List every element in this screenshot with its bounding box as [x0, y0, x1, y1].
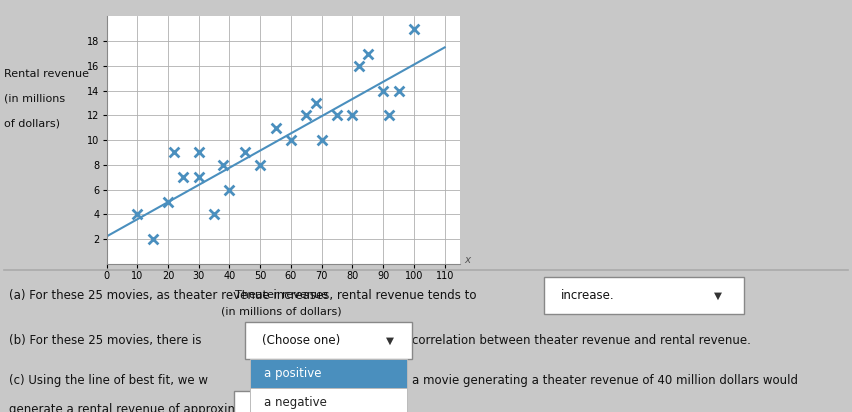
Point	[207, 211, 221, 218]
FancyBboxPatch shape	[250, 359, 407, 389]
Point	[377, 87, 390, 94]
Text: Theater revenue: Theater revenue	[234, 290, 328, 300]
FancyBboxPatch shape	[544, 277, 744, 314]
Point	[176, 174, 190, 180]
Text: x: x	[464, 255, 470, 265]
Text: ▼: ▼	[386, 336, 394, 346]
Text: correlation between theater revenue and rental revenue.: correlation between theater revenue and …	[412, 335, 751, 347]
Point	[392, 87, 406, 94]
Text: increase.: increase.	[561, 289, 614, 302]
FancyBboxPatch shape	[245, 323, 412, 359]
Point	[361, 50, 375, 57]
Text: (Choose one): (Choose one)	[251, 403, 330, 412]
Point	[222, 186, 236, 193]
Point	[352, 63, 366, 69]
Point	[192, 174, 205, 180]
Point	[268, 124, 282, 131]
Point	[216, 162, 230, 168]
Point	[167, 149, 181, 156]
Text: a positive: a positive	[264, 367, 321, 380]
Point	[331, 112, 344, 119]
FancyBboxPatch shape	[250, 388, 407, 412]
Text: (a) For these 25 movies, as theater revenue increases, rental revenue tends to: (a) For these 25 movies, as theater reve…	[9, 289, 476, 302]
Point	[407, 26, 421, 32]
Point	[192, 149, 205, 156]
Text: of dollars): of dollars)	[4, 119, 60, 129]
Text: Rental revenue: Rental revenue	[4, 69, 89, 79]
Point	[161, 199, 175, 205]
Text: (in millions: (in millions	[4, 94, 66, 104]
Text: a negative: a negative	[264, 396, 327, 409]
Point	[346, 112, 360, 119]
Point	[238, 149, 251, 156]
Point	[300, 112, 314, 119]
Point	[308, 100, 322, 106]
Text: ▼: ▼	[714, 290, 722, 300]
Point	[253, 162, 267, 168]
Point	[315, 137, 329, 143]
Point	[383, 112, 396, 119]
FancyBboxPatch shape	[234, 391, 400, 412]
Point	[146, 236, 159, 242]
Text: (in millions of dollars): (in millions of dollars)	[221, 307, 342, 317]
Text: (c) Using the line of best fit, we w: (c) Using the line of best fit, we w	[9, 374, 208, 387]
Point	[130, 211, 144, 218]
Text: ▼: ▼	[375, 404, 383, 412]
Point	[285, 137, 298, 143]
Text: generate a rental revenue of approximately: generate a rental revenue of approximate…	[9, 403, 268, 412]
Text: (Choose one): (Choose one)	[262, 335, 341, 347]
Text: a movie generating a theater revenue of 40 million dollars would: a movie generating a theater revenue of …	[412, 374, 797, 387]
Text: (b) For these 25 movies, there is: (b) For these 25 movies, there is	[9, 335, 201, 347]
